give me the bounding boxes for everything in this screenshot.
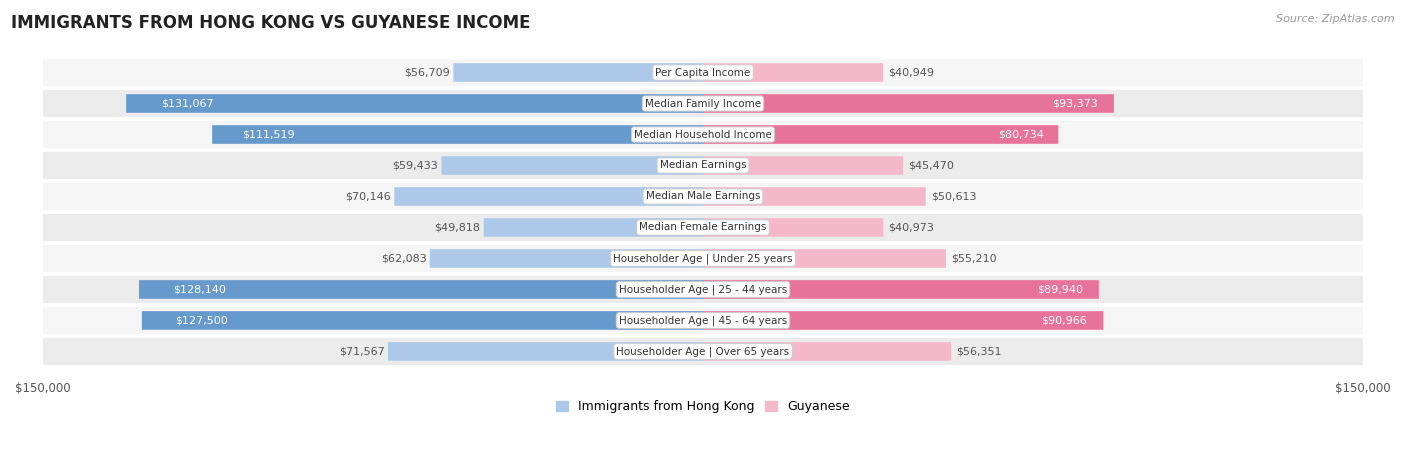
Text: $71,567: $71,567 bbox=[339, 347, 385, 356]
FancyBboxPatch shape bbox=[139, 280, 703, 299]
FancyBboxPatch shape bbox=[703, 249, 946, 268]
FancyBboxPatch shape bbox=[394, 187, 703, 206]
FancyBboxPatch shape bbox=[388, 342, 703, 361]
Text: $93,373: $93,373 bbox=[1052, 99, 1098, 108]
Text: Householder Age | 25 - 44 years: Householder Age | 25 - 44 years bbox=[619, 284, 787, 295]
FancyBboxPatch shape bbox=[142, 311, 703, 330]
FancyBboxPatch shape bbox=[484, 218, 703, 237]
Text: $56,351: $56,351 bbox=[956, 347, 1002, 356]
Text: $56,709: $56,709 bbox=[405, 68, 450, 78]
FancyBboxPatch shape bbox=[42, 214, 1364, 241]
Text: $127,500: $127,500 bbox=[176, 316, 228, 325]
FancyBboxPatch shape bbox=[42, 245, 1364, 272]
FancyBboxPatch shape bbox=[703, 342, 950, 361]
FancyBboxPatch shape bbox=[453, 63, 703, 82]
FancyBboxPatch shape bbox=[42, 59, 1364, 86]
Legend: Immigrants from Hong Kong, Guyanese: Immigrants from Hong Kong, Guyanese bbox=[555, 400, 851, 413]
FancyBboxPatch shape bbox=[42, 307, 1364, 334]
Text: Median Male Earnings: Median Male Earnings bbox=[645, 191, 761, 201]
Text: $89,940: $89,940 bbox=[1038, 284, 1083, 295]
Text: $80,734: $80,734 bbox=[998, 129, 1045, 140]
Text: Median Family Income: Median Family Income bbox=[645, 99, 761, 108]
FancyBboxPatch shape bbox=[127, 94, 703, 113]
Text: $59,433: $59,433 bbox=[392, 161, 439, 170]
Text: Householder Age | Over 65 years: Householder Age | Over 65 years bbox=[616, 346, 790, 357]
Text: Median Female Earnings: Median Female Earnings bbox=[640, 222, 766, 233]
Text: IMMIGRANTS FROM HONG KONG VS GUYANESE INCOME: IMMIGRANTS FROM HONG KONG VS GUYANESE IN… bbox=[11, 14, 530, 32]
FancyBboxPatch shape bbox=[42, 90, 1364, 117]
Text: Householder Age | 45 - 64 years: Householder Age | 45 - 64 years bbox=[619, 315, 787, 325]
FancyBboxPatch shape bbox=[42, 276, 1364, 303]
FancyBboxPatch shape bbox=[703, 156, 903, 175]
Text: Per Capita Income: Per Capita Income bbox=[655, 68, 751, 78]
Text: $131,067: $131,067 bbox=[160, 99, 214, 108]
Text: $70,146: $70,146 bbox=[346, 191, 391, 201]
Text: $55,210: $55,210 bbox=[952, 254, 997, 263]
Text: Median Earnings: Median Earnings bbox=[659, 161, 747, 170]
FancyBboxPatch shape bbox=[42, 338, 1364, 365]
FancyBboxPatch shape bbox=[703, 311, 1104, 330]
FancyBboxPatch shape bbox=[703, 63, 883, 82]
Text: $40,949: $40,949 bbox=[889, 68, 935, 78]
FancyBboxPatch shape bbox=[430, 249, 703, 268]
Text: $62,083: $62,083 bbox=[381, 254, 426, 263]
Text: $50,613: $50,613 bbox=[931, 191, 977, 201]
Text: Source: ZipAtlas.com: Source: ZipAtlas.com bbox=[1277, 14, 1395, 24]
Text: Median Household Income: Median Household Income bbox=[634, 129, 772, 140]
Text: $45,470: $45,470 bbox=[908, 161, 955, 170]
FancyBboxPatch shape bbox=[703, 218, 883, 237]
FancyBboxPatch shape bbox=[703, 280, 1099, 299]
Text: Householder Age | Under 25 years: Householder Age | Under 25 years bbox=[613, 253, 793, 264]
Text: $90,966: $90,966 bbox=[1042, 316, 1087, 325]
FancyBboxPatch shape bbox=[703, 125, 1059, 144]
Text: $40,973: $40,973 bbox=[889, 222, 935, 233]
FancyBboxPatch shape bbox=[441, 156, 703, 175]
FancyBboxPatch shape bbox=[42, 121, 1364, 148]
FancyBboxPatch shape bbox=[703, 94, 1114, 113]
FancyBboxPatch shape bbox=[212, 125, 703, 144]
FancyBboxPatch shape bbox=[703, 187, 925, 206]
Text: $111,519: $111,519 bbox=[242, 129, 294, 140]
FancyBboxPatch shape bbox=[42, 152, 1364, 179]
FancyBboxPatch shape bbox=[42, 183, 1364, 210]
Text: $128,140: $128,140 bbox=[173, 284, 226, 295]
Text: $49,818: $49,818 bbox=[434, 222, 481, 233]
